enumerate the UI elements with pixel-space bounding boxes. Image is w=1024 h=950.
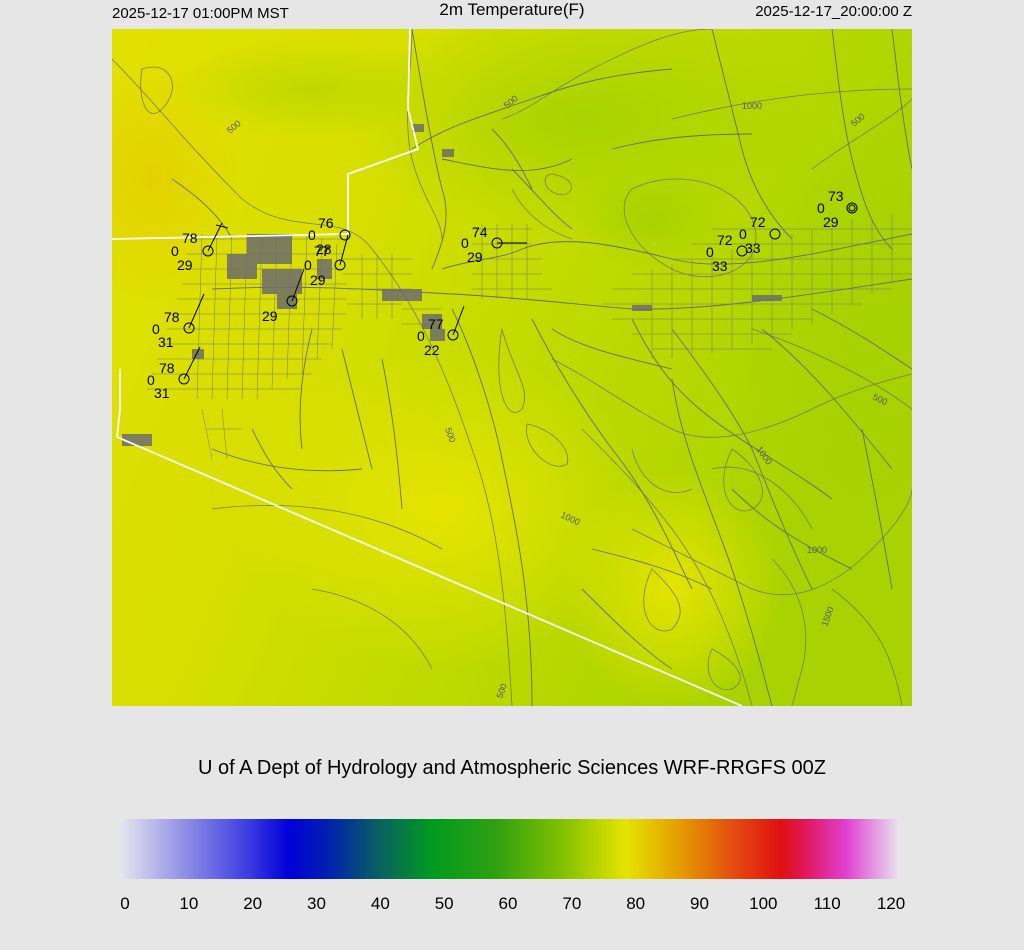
station-dewpoint: 33 [712, 258, 728, 274]
station-dewpoint: 29 [262, 308, 278, 324]
station-temp: 77 [314, 243, 330, 259]
valid-time-utc: 2025-12-17_20:00:00 Z [755, 3, 912, 20]
station-dewpoint: 29 [823, 214, 839, 230]
contour-label: 500 [494, 682, 509, 700]
colorbar-tick-label: 120 [876, 894, 906, 913]
station-temp: 77 [428, 316, 444, 332]
station-dewpoint: 28 [316, 241, 332, 257]
station-dewpoint: 31 [158, 334, 174, 350]
temperature-map: 500 500 500 500 500 500 1000 1000 1000 1… [112, 29, 912, 706]
station-wind: 0 [308, 227, 316, 243]
model-credit: U of A Dept of Hydrology and Atmospheric… [197, 757, 827, 779]
town-street-grids [147, 214, 912, 460]
colorbar-tick-label: 80 [626, 894, 646, 913]
station-wind: 0 [739, 226, 747, 242]
station-wind: 0 [706, 244, 714, 260]
colorbar-tick-label: 20 [243, 894, 263, 913]
station-dewpoint: 33 [745, 240, 761, 256]
station-temp: 74 [472, 224, 488, 240]
valid-time-local: 2025-12-17 01:00PM MST [112, 5, 289, 22]
borders [112, 29, 743, 706]
station-plot: 76 0 28 [308, 215, 351, 257]
colorbar-tick-labels: 0 10 20 30 40 50 60 70 80 90 100 110 120 [0, 894, 1024, 918]
station-wind: 0 [152, 321, 160, 337]
station-temp: 78 [182, 230, 198, 246]
station-plot: 77 0 22 [417, 305, 465, 358]
station-plot: 77 0 29 [304, 234, 349, 288]
station-temp: 72 [717, 232, 733, 248]
colorbar-tick-label: 40 [370, 894, 390, 913]
station-plot: 74 0 29 [461, 224, 527, 265]
station-dewpoint: 29 [467, 249, 483, 265]
station-wind: 0 [147, 372, 155, 388]
contour-label: 1000 [807, 545, 827, 555]
station-temp: 78 [164, 309, 180, 325]
colorbar-tick-label: 100 [749, 894, 778, 913]
station-dewpoint: 29 [310, 272, 326, 288]
colorbar-tick-label: 70 [562, 894, 582, 913]
station-plots: 78 0 29 76 0 28 77 0 29 29 78 0 [147, 188, 858, 401]
station-wind: 0 [461, 235, 469, 251]
station-plot: 29 [262, 268, 305, 324]
station-plot: 78 0 31 [147, 346, 201, 401]
colorbar-tick-label: 110 [813, 894, 841, 913]
temperature-colorbar [120, 819, 898, 879]
colorbar-tick-label: 50 [434, 894, 454, 913]
road-network [171, 29, 912, 706]
station-wind: 0 [817, 200, 825, 216]
station-temp: 72 [750, 214, 766, 230]
colorbar-tick-label: 90 [690, 894, 709, 913]
station-temp: 73 [828, 188, 844, 204]
elevation-contours [112, 29, 912, 706]
station-plot: 78 0 29 [171, 222, 229, 273]
station-temp: 76 [318, 215, 334, 231]
station-plot: 72 0 33 [706, 232, 748, 274]
colorbar-tick-label: 60 [498, 894, 518, 913]
station-dewpoint: 29 [177, 257, 193, 273]
contour-label: 500 [443, 426, 458, 444]
colorbar-tick-label: 0 [120, 894, 130, 913]
map-title: 2m Temperature(F) [439, 0, 585, 19]
station-wind: 0 [304, 257, 312, 273]
station-wind: 0 [417, 328, 425, 344]
colorbar-tick-label: 10 [179, 894, 199, 913]
station-dewpoint: 22 [424, 342, 440, 358]
station-wind: 0 [171, 243, 179, 259]
station-dewpoint: 31 [154, 385, 170, 401]
station-plot: 78 0 31 [152, 293, 205, 350]
colorbar-tick-label: 30 [307, 894, 326, 913]
station-plot: 73 0 29 [817, 188, 858, 230]
contour-label: 1000 [742, 101, 762, 111]
station-temp: 78 [159, 360, 175, 376]
station-plot: 72 0 33 [739, 214, 781, 256]
